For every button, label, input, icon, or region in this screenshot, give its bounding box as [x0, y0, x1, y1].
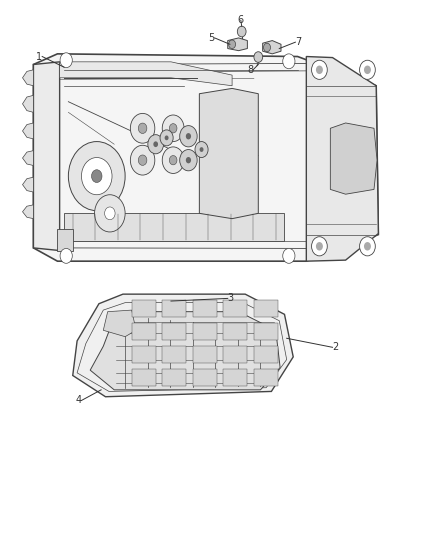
Circle shape	[186, 157, 191, 164]
Polygon shape	[254, 346, 278, 363]
Polygon shape	[132, 369, 155, 386]
Polygon shape	[64, 213, 285, 241]
Polygon shape	[90, 312, 280, 390]
Polygon shape	[254, 369, 278, 386]
Circle shape	[364, 242, 371, 251]
Circle shape	[162, 147, 184, 173]
Circle shape	[264, 43, 271, 52]
Circle shape	[283, 248, 295, 263]
Polygon shape	[33, 62, 60, 251]
Circle shape	[316, 66, 323, 74]
Polygon shape	[22, 123, 33, 139]
Polygon shape	[162, 300, 186, 317]
Polygon shape	[263, 41, 281, 54]
Circle shape	[60, 248, 72, 263]
Polygon shape	[103, 310, 136, 337]
Text: 3: 3	[228, 293, 234, 303]
Circle shape	[131, 114, 155, 143]
Polygon shape	[193, 346, 217, 363]
Text: 7: 7	[295, 37, 302, 47]
Circle shape	[311, 60, 327, 79]
Polygon shape	[162, 346, 186, 363]
Polygon shape	[223, 323, 247, 340]
Circle shape	[138, 155, 147, 165]
Polygon shape	[306, 56, 378, 261]
Text: 1: 1	[36, 52, 42, 61]
Polygon shape	[60, 62, 232, 86]
Circle shape	[237, 26, 246, 37]
Polygon shape	[228, 38, 247, 51]
Polygon shape	[199, 88, 258, 219]
Circle shape	[195, 142, 208, 158]
Polygon shape	[193, 323, 217, 340]
Polygon shape	[73, 294, 293, 397]
Circle shape	[95, 195, 125, 232]
Polygon shape	[33, 54, 378, 261]
Polygon shape	[330, 123, 377, 194]
Circle shape	[364, 66, 371, 74]
Polygon shape	[193, 369, 217, 386]
Circle shape	[131, 146, 155, 175]
Polygon shape	[193, 300, 217, 317]
Polygon shape	[132, 346, 155, 363]
Circle shape	[360, 237, 375, 256]
Text: 5: 5	[208, 33, 215, 43]
Polygon shape	[162, 323, 186, 340]
Circle shape	[186, 133, 191, 140]
Circle shape	[170, 124, 177, 133]
Circle shape	[360, 60, 375, 79]
Circle shape	[170, 156, 177, 165]
Polygon shape	[22, 70, 33, 86]
Polygon shape	[254, 323, 278, 340]
Polygon shape	[223, 369, 247, 386]
Circle shape	[162, 115, 184, 142]
Circle shape	[148, 135, 163, 154]
Polygon shape	[223, 300, 247, 317]
Polygon shape	[22, 151, 33, 165]
Circle shape	[229, 40, 236, 49]
Circle shape	[316, 242, 323, 251]
Circle shape	[92, 169, 102, 182]
Polygon shape	[254, 300, 278, 317]
Circle shape	[200, 147, 204, 152]
Circle shape	[180, 126, 197, 147]
Circle shape	[81, 158, 112, 195]
Polygon shape	[22, 95, 33, 112]
Circle shape	[165, 135, 169, 140]
Circle shape	[153, 141, 158, 147]
Polygon shape	[57, 229, 73, 251]
Circle shape	[283, 54, 295, 69]
Text: 4: 4	[75, 395, 81, 406]
Polygon shape	[162, 369, 186, 386]
Polygon shape	[132, 323, 155, 340]
Polygon shape	[22, 205, 33, 219]
Text: 8: 8	[247, 65, 253, 75]
Circle shape	[105, 207, 115, 220]
Circle shape	[68, 142, 125, 211]
Circle shape	[160, 130, 173, 146]
Circle shape	[254, 52, 263, 62]
Circle shape	[138, 123, 147, 133]
Polygon shape	[223, 346, 247, 363]
Circle shape	[311, 237, 327, 256]
Polygon shape	[22, 177, 33, 192]
Circle shape	[60, 53, 72, 68]
Text: 6: 6	[238, 15, 244, 26]
Text: 2: 2	[332, 342, 339, 352]
Circle shape	[180, 150, 197, 171]
Polygon shape	[132, 300, 155, 317]
